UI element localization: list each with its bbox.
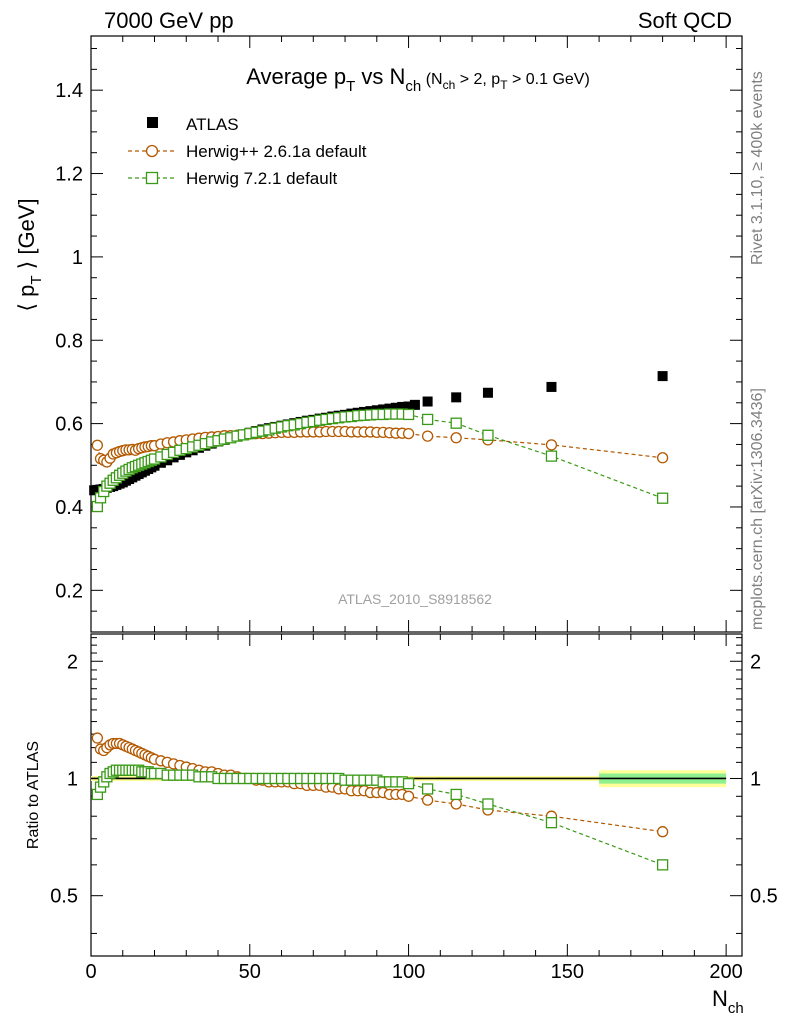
data-point-herwig7 <box>421 413 434 426</box>
ratio-tick-label-right: 2 <box>750 651 761 673</box>
main-panel-frame <box>90 35 743 633</box>
data-point-herwig7 <box>656 492 669 504</box>
legend-label-atlas: ATLAS <box>186 115 239 134</box>
legend-entry-herwigpp: Herwig++ 2.6.1a default <box>128 142 367 161</box>
data-point-atlas <box>397 401 408 412</box>
ratio-point-herwig7 <box>545 817 558 829</box>
legend-entry-atlas: ATLAS <box>147 115 239 134</box>
header-right: Soft QCD <box>638 8 732 33</box>
data-point-herwig7 <box>545 450 558 462</box>
y-tick-label: 0.8 <box>55 330 83 352</box>
data-point-atlas <box>451 392 462 403</box>
ratio-point-herwig7 <box>656 859 669 871</box>
ratio-point-herwigpp <box>402 790 415 802</box>
data-point-herwig7 <box>450 417 462 429</box>
data-point-atlas <box>403 401 414 412</box>
ratio-point-herwigpp <box>656 826 669 838</box>
x-tick-label: 50 <box>239 961 261 983</box>
y-axis-label: ⟨ pT ⟩ [GeV] <box>14 198 45 311</box>
ratio-tick-label-left: 2 <box>67 651 78 673</box>
ratio-tick-label-left: 0.5 <box>50 886 78 908</box>
data-point-atlas <box>409 399 420 410</box>
y-tick-label: 1 <box>72 247 83 269</box>
x-tick-label: 200 <box>709 961 742 983</box>
ratio-panel-frame <box>90 633 743 957</box>
ratio-y-axis-label: Ratio to ATLAS <box>25 741 42 849</box>
legend-label-herwigpp: Herwig++ 2.6.1a default <box>186 142 367 161</box>
legend-entry-herwig7: Herwig 7.2.1 default <box>128 169 337 188</box>
y-tick-label: 1.4 <box>55 80 83 102</box>
data-point-atlas <box>657 371 668 382</box>
y-tick-label: 0.2 <box>55 580 83 602</box>
header-left: 7000 GeV pp <box>104 8 234 33</box>
ratio-tick-label-right: 0.5 <box>750 886 778 908</box>
ratio-point-herwig7 <box>450 788 462 801</box>
ratio-point-herwig7 <box>402 777 415 790</box>
legend-label-herwig7: Herwig 7.2.1 default <box>186 169 337 188</box>
analysis-watermark: ATLAS_2010_S8918562 <box>338 591 492 607</box>
y-tick-label: 1.2 <box>55 164 83 186</box>
data-point-herwigpp <box>91 439 104 451</box>
x-tick-label: 150 <box>551 961 584 983</box>
legend-marker-herwigpp <box>145 144 159 158</box>
ratio-tick-label-left: 1 <box>67 768 78 790</box>
side-label-top: Rivet 3.1.10, ≥ 400k events <box>749 71 766 265</box>
legend: ATLAS Herwig++ 2.6.1a default Herwig 7.2… <box>128 115 367 188</box>
data-point-atlas <box>155 457 166 468</box>
ratio-point-herwigpp <box>91 732 104 744</box>
data-point-atlas <box>390 402 401 413</box>
data-point-herwigpp <box>402 427 415 440</box>
data-point-atlas <box>546 381 557 392</box>
plot-title: Average pT vs Nch (Nch > 2, pT > 0.1 GeV… <box>246 64 590 95</box>
data-point-herwigpp <box>421 430 434 442</box>
x-tick-label: 100 <box>392 961 425 983</box>
data-point-herwigpp <box>450 432 462 444</box>
data-point-herwigpp <box>656 452 669 464</box>
data-point-herwig7 <box>402 408 415 421</box>
ratio-point-herwig7 <box>482 798 494 810</box>
data-point-herwigpp <box>545 439 558 451</box>
data-point-herwig7 <box>482 429 494 441</box>
ratio-tick-label-right: 1 <box>750 768 761 790</box>
ratio-point-herwig7 <box>421 783 434 795</box>
y-tick-label: 0.4 <box>55 497 83 519</box>
data-point-atlas <box>482 387 493 398</box>
x-tick-label: 0 <box>85 961 96 983</box>
data-point-atlas <box>422 396 433 407</box>
y-tick-label: 0.6 <box>55 414 83 436</box>
ratio-point-herwigpp <box>421 794 434 806</box>
ratio-point-herwigpp <box>450 798 462 810</box>
legend-marker-atlas <box>147 117 158 128</box>
legend-marker-herwig7 <box>145 171 159 185</box>
data-point-atlas <box>162 455 173 466</box>
x-axis-label: Nch <box>712 986 744 1017</box>
side-label-bottom: mcplots.cern.ch [arXiv:1306.3436] <box>749 388 766 630</box>
